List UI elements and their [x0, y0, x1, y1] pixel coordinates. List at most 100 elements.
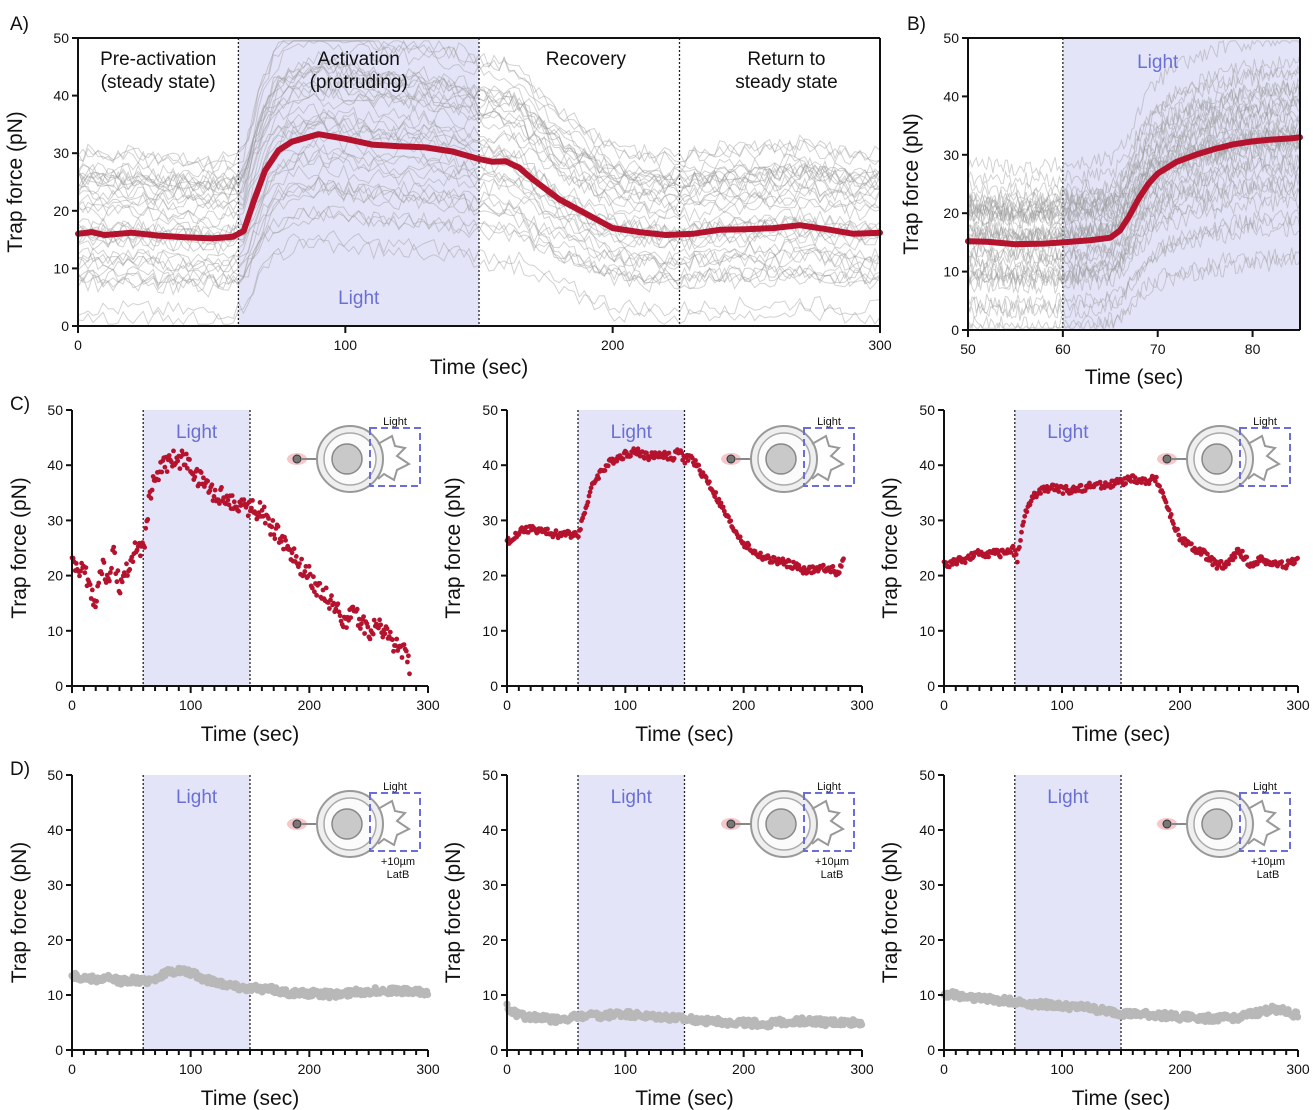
cell-schematic-2: Light — [287, 416, 421, 493]
individual-trace — [77, 209, 881, 288]
y-tick-label: 30 — [919, 877, 935, 893]
y-tick-label: 20 — [482, 932, 498, 948]
individual-trace — [77, 238, 881, 326]
individual-trace — [967, 164, 1301, 282]
data-point — [145, 517, 151, 522]
mean-data-point — [1136, 196, 1142, 202]
data-point — [212, 487, 218, 493]
data-point — [171, 448, 176, 454]
x-tick-label: 100 — [179, 697, 203, 713]
data-point — [317, 581, 323, 586]
data-point — [159, 469, 165, 475]
mean-data-point — [717, 227, 723, 233]
data-point — [205, 478, 211, 484]
data-point — [1284, 563, 1290, 568]
light-region-box — [369, 792, 421, 852]
x-axis-label: Time (sec) — [1072, 1087, 1170, 1110]
data-point — [77, 573, 82, 579]
individual-trace — [967, 111, 1301, 212]
data-point — [1010, 543, 1016, 549]
data-point — [394, 636, 400, 642]
data-point — [1024, 509, 1030, 515]
data-point — [361, 614, 366, 619]
phase-label: Return to — [747, 49, 825, 70]
y-axis-label: Trap force (pN) — [8, 842, 31, 984]
data-point — [115, 568, 121, 574]
y-tick-label: 50 — [919, 402, 935, 418]
data-point — [1157, 483, 1162, 489]
individual-trace — [967, 141, 1301, 265]
data-point — [712, 494, 718, 499]
data-point — [299, 556, 304, 562]
data-point — [1279, 559, 1285, 565]
individual-trace — [77, 230, 881, 320]
individual-trace — [77, 67, 881, 192]
data-point — [713, 490, 719, 495]
light-label: Light — [1047, 787, 1089, 808]
data-point — [971, 553, 977, 559]
mean-data-point — [1155, 170, 1161, 176]
data-point — [746, 542, 752, 548]
y-tick-label: 0 — [61, 318, 69, 334]
data-point — [1175, 526, 1180, 532]
individual-trace — [967, 215, 1301, 318]
light-region-box — [1239, 427, 1291, 487]
light-window-band — [1062, 38, 1300, 330]
individual-trace — [967, 53, 1301, 205]
y-tick-label: 50 — [47, 767, 63, 783]
light-window-band — [238, 38, 479, 326]
y-tick-label: 0 — [55, 1042, 63, 1058]
data-point — [1189, 541, 1194, 547]
data-point — [682, 460, 688, 466]
mean-data-point — [1231, 141, 1237, 147]
individual-trace — [967, 39, 1301, 177]
data-point — [986, 554, 991, 560]
x-tick-label: 50 — [960, 341, 976, 357]
y-tick-label: 30 — [482, 877, 498, 893]
mean-data-point — [1174, 159, 1180, 165]
data-point — [225, 497, 231, 503]
data-point — [99, 571, 105, 577]
y-tick-label: 40 — [47, 457, 63, 473]
data-point — [297, 561, 302, 566]
x-tick-label: 70 — [1150, 341, 1166, 357]
inset-light-label: Light — [817, 781, 841, 793]
data-point — [382, 631, 388, 637]
mean-data-point — [209, 235, 215, 241]
data-point — [348, 615, 354, 620]
y-tick-label: 20 — [943, 205, 959, 221]
individual-trace — [77, 59, 881, 195]
data-point — [198, 470, 204, 475]
data-point — [156, 477, 161, 483]
individual-trace — [77, 40, 881, 187]
y-tick-label: 0 — [951, 322, 959, 338]
y-tick-label: 10 — [943, 264, 959, 280]
data-point — [327, 606, 332, 611]
individual-trace — [77, 162, 881, 251]
data-point — [266, 516, 271, 521]
x-tick-label: 300 — [850, 697, 874, 713]
data-point — [1056, 489, 1062, 494]
data-point — [1038, 491, 1043, 496]
chart-panel-2: 0 10 20 30 40 50 50 60 70 80 Time (sec) Trap force … — [900, 14, 1303, 389]
inset-light-label: Light — [383, 416, 407, 428]
trapped-bead-icon — [292, 454, 302, 464]
mean-data-point — [583, 211, 589, 217]
y-tick-label: 10 — [482, 623, 498, 639]
trapped-bead-icon — [1162, 819, 1172, 829]
data-point — [1295, 555, 1300, 561]
data-point — [387, 629, 393, 635]
data-point — [93, 604, 98, 610]
data-point — [1017, 544, 1022, 550]
data-point — [119, 579, 125, 585]
data-point — [377, 617, 382, 623]
data-point — [359, 621, 364, 627]
data-point — [836, 570, 842, 576]
individual-trace — [967, 141, 1301, 227]
trapped-bead-icon — [726, 454, 736, 464]
y-tick-label: 20 — [47, 568, 63, 584]
individual-trace — [967, 93, 1301, 219]
light-region-box — [803, 427, 855, 487]
data-point — [335, 601, 341, 607]
individual-trace — [967, 186, 1301, 276]
